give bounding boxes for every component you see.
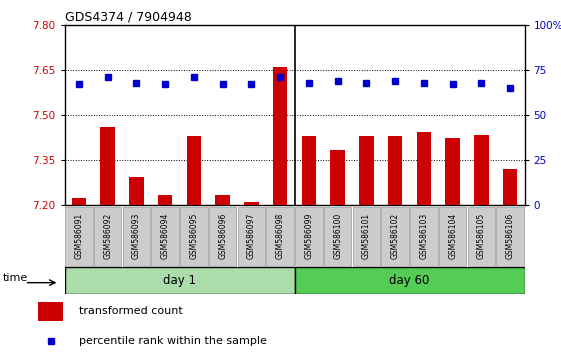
Bar: [273, 67, 287, 205]
FancyBboxPatch shape: [65, 267, 295, 294]
Text: GSM586098: GSM586098: [275, 213, 284, 259]
Text: GSM586102: GSM586102: [390, 213, 399, 259]
Bar: [215, 195, 230, 205]
Text: day 1: day 1: [163, 274, 196, 287]
Bar: [503, 169, 517, 205]
Text: transformed count: transformed count: [79, 306, 182, 316]
FancyBboxPatch shape: [266, 207, 294, 266]
FancyBboxPatch shape: [353, 207, 380, 266]
Bar: [445, 138, 460, 205]
Text: GSM586094: GSM586094: [160, 213, 169, 259]
FancyBboxPatch shape: [151, 207, 179, 266]
Bar: [100, 127, 115, 205]
Bar: [38, 302, 63, 321]
FancyBboxPatch shape: [180, 207, 208, 266]
Text: GSM586103: GSM586103: [420, 213, 429, 259]
Bar: [302, 136, 316, 205]
FancyBboxPatch shape: [123, 207, 150, 266]
Text: day 60: day 60: [389, 274, 430, 287]
Text: GSM586104: GSM586104: [448, 213, 457, 259]
Text: GSM586091: GSM586091: [75, 213, 84, 259]
FancyBboxPatch shape: [238, 207, 265, 266]
Text: GSM586101: GSM586101: [362, 213, 371, 259]
Bar: [187, 136, 201, 205]
FancyBboxPatch shape: [295, 207, 323, 266]
Text: GSM586097: GSM586097: [247, 213, 256, 259]
Text: GSM586099: GSM586099: [305, 213, 314, 259]
Text: GSM586093: GSM586093: [132, 213, 141, 259]
FancyBboxPatch shape: [94, 207, 121, 266]
Text: GSM586100: GSM586100: [333, 213, 342, 259]
Text: GSM586092: GSM586092: [103, 213, 112, 259]
Bar: [330, 150, 345, 205]
Bar: [474, 135, 489, 205]
Bar: [129, 177, 144, 205]
Text: GSM586095: GSM586095: [190, 213, 199, 259]
Bar: [244, 202, 259, 205]
Bar: [158, 195, 172, 205]
Text: GSM586096: GSM586096: [218, 213, 227, 259]
FancyBboxPatch shape: [324, 207, 351, 266]
FancyBboxPatch shape: [65, 207, 93, 266]
Text: GSM586106: GSM586106: [505, 213, 514, 259]
Bar: [388, 136, 402, 205]
FancyBboxPatch shape: [439, 207, 466, 266]
FancyBboxPatch shape: [468, 207, 495, 266]
Bar: [417, 132, 431, 205]
FancyBboxPatch shape: [496, 207, 524, 266]
FancyBboxPatch shape: [295, 267, 525, 294]
FancyBboxPatch shape: [410, 207, 438, 266]
Text: GSM586105: GSM586105: [477, 213, 486, 259]
Bar: [359, 136, 374, 205]
FancyBboxPatch shape: [381, 207, 409, 266]
FancyBboxPatch shape: [209, 207, 236, 266]
Text: percentile rank within the sample: percentile rank within the sample: [79, 336, 266, 346]
Text: GDS4374 / 7904948: GDS4374 / 7904948: [65, 11, 191, 24]
Bar: [72, 198, 86, 205]
Text: time: time: [3, 273, 29, 283]
